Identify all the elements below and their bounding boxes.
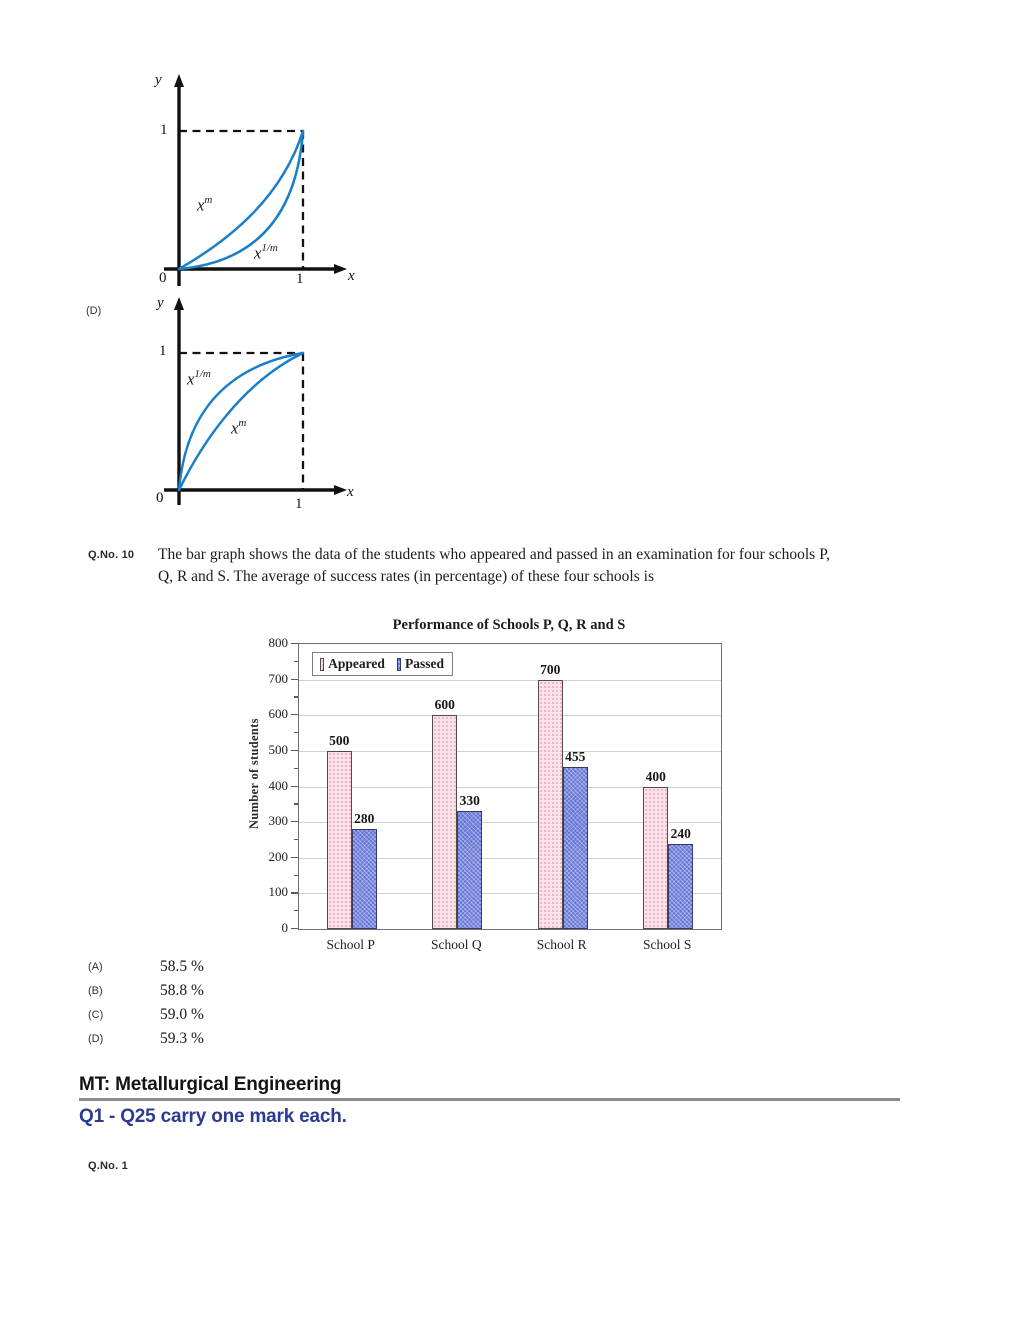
y-axis-tick-label: 300 xyxy=(268,813,289,829)
curve-label-xm: xm xyxy=(231,417,247,438)
function-graph-top: y 1 0 1 x xm x1/m xyxy=(140,70,380,305)
x-tick-1: 1 xyxy=(295,496,303,512)
y-axis-major-tick xyxy=(291,678,298,680)
y-axis-tick-label: 700 xyxy=(268,670,289,686)
section-subtitle: Q1 - Q25 carry one mark each. xyxy=(79,1106,347,1127)
legend-swatch-passed xyxy=(396,657,401,671)
bar-appeared-school-s xyxy=(643,786,669,929)
y-axis-major-tick xyxy=(291,892,298,894)
y-tick-1: 1 xyxy=(160,122,168,138)
option-label: (A) xyxy=(88,961,103,973)
curve-x-power-m xyxy=(177,351,305,492)
option-value: 58.8 % xyxy=(160,982,204,999)
y-axis-label: y xyxy=(157,295,164,311)
next-question-number: Q.No. 1 xyxy=(88,1160,128,1172)
y-axis-major-tick xyxy=(291,643,298,645)
y-axis-tick-label: 0 xyxy=(281,920,289,935)
origin-label: 0 xyxy=(156,490,164,506)
question-text: The bar graph shows the data of the stud… xyxy=(158,546,830,585)
option-label: (B) xyxy=(88,985,103,997)
x-axis-category-label: School P xyxy=(326,937,375,952)
gridline xyxy=(299,715,721,717)
y-axis-major-tick xyxy=(291,856,298,858)
legend-swatch-appeared xyxy=(320,657,325,671)
bar-value-label: 280 xyxy=(354,811,375,827)
gridline xyxy=(299,822,721,824)
legend-label-passed: Passed xyxy=(404,656,444,671)
bar-appeared-school-p xyxy=(326,750,352,929)
y-axis-tick-label: 100 xyxy=(268,884,289,900)
y-tick-1: 1 xyxy=(159,343,167,359)
bar-value-label: 455 xyxy=(565,748,586,764)
y-axis-major-tick xyxy=(291,928,298,930)
x-axis-label: x xyxy=(348,268,355,284)
bar-passed-school-q xyxy=(457,811,483,929)
curve-label-x1m: x1/m xyxy=(254,242,278,263)
y-axis-major-tick xyxy=(291,714,298,716)
legend-label-appeared: Appeared xyxy=(328,656,385,671)
curve-x-power-1-over-m xyxy=(177,129,305,271)
y-axis-minor-tick xyxy=(294,660,298,662)
bar-chart: Performance of Schools P, Q, R and S Num… xyxy=(240,616,745,966)
y-axis-major-tick xyxy=(291,749,298,752)
y-axis-minor-tick xyxy=(294,732,298,734)
option-label: (C) xyxy=(88,1009,104,1021)
option-d-tag: (D) xyxy=(86,305,102,317)
y-axis-minor-tick xyxy=(294,874,298,876)
y-axis-tick-label: 500 xyxy=(268,741,289,757)
y-axis-minor-tick xyxy=(294,767,298,769)
function-graph-bottom: y 1 0 1 x x1/m xm xyxy=(140,293,380,528)
chart-title: Performance of Schools P, Q, R and S xyxy=(392,617,626,633)
gridline xyxy=(299,750,721,752)
gridline xyxy=(299,857,721,859)
chart-legend: Appeared Passed xyxy=(312,652,453,676)
bar-passed-school-s xyxy=(668,843,694,929)
origin-label: 0 xyxy=(159,270,167,286)
bar-value-label: 400 xyxy=(645,768,666,784)
section-divider xyxy=(79,1098,900,1101)
y-axis-major-tick xyxy=(291,785,298,787)
bar-value-label: 240 xyxy=(670,825,691,841)
option-value: 58.5 % xyxy=(160,958,204,975)
chart-plot: 500 280 600 330 700 455 400 240 xyxy=(298,643,722,930)
y-axis-major-tick xyxy=(291,821,298,823)
bar-appeared-school-r xyxy=(537,679,563,929)
question-number: Q.No. 10 xyxy=(88,549,135,561)
y-axis-minor-tick xyxy=(294,696,298,698)
y-axis-minor-tick xyxy=(294,803,298,805)
y-axis-tick-label: 600 xyxy=(268,706,289,722)
y-axis-label: y xyxy=(155,72,162,88)
gridline xyxy=(299,786,721,788)
bar-value-label: 330 xyxy=(459,793,480,809)
bar-passed-school-r xyxy=(562,766,588,929)
x-axis-category-label: School Q xyxy=(430,937,482,952)
y-axis-tick-label: 200 xyxy=(268,848,289,864)
x-axis-category-label: School R xyxy=(536,937,587,952)
option-value: 59.3 % xyxy=(160,1030,204,1047)
y-axis-tick-label: 800 xyxy=(268,635,289,650)
curve-x-power-m xyxy=(177,129,305,271)
gridline xyxy=(299,893,721,895)
y-axis-minor-tick xyxy=(294,910,298,912)
bar-value-label: 700 xyxy=(540,661,561,677)
y-axis-tick-label: 400 xyxy=(268,777,289,793)
x-axis-category-label: School S xyxy=(643,937,692,952)
option-label: (D) xyxy=(88,1033,104,1045)
x-tick-1: 1 xyxy=(296,271,304,287)
section-title: MT: Metallurgical Engineering xyxy=(79,1074,342,1095)
curve-x-power-1-over-m xyxy=(177,351,305,492)
curve-label-x1m: x1/m xyxy=(187,368,211,389)
curve-label-xm: xm xyxy=(197,194,213,215)
bar-passed-school-p xyxy=(351,829,377,929)
function-graph-bottom-canvas xyxy=(164,297,347,505)
x-axis-label: x xyxy=(347,484,354,500)
bar-appeared-school-q xyxy=(432,715,458,929)
option-value: 59.0 % xyxy=(160,1006,204,1023)
bar-value-label: 600 xyxy=(434,697,455,713)
bar-value-label: 500 xyxy=(329,732,350,748)
function-graph-top-canvas xyxy=(164,74,347,286)
gridline xyxy=(299,679,721,681)
y-axis-minor-tick xyxy=(294,838,298,841)
